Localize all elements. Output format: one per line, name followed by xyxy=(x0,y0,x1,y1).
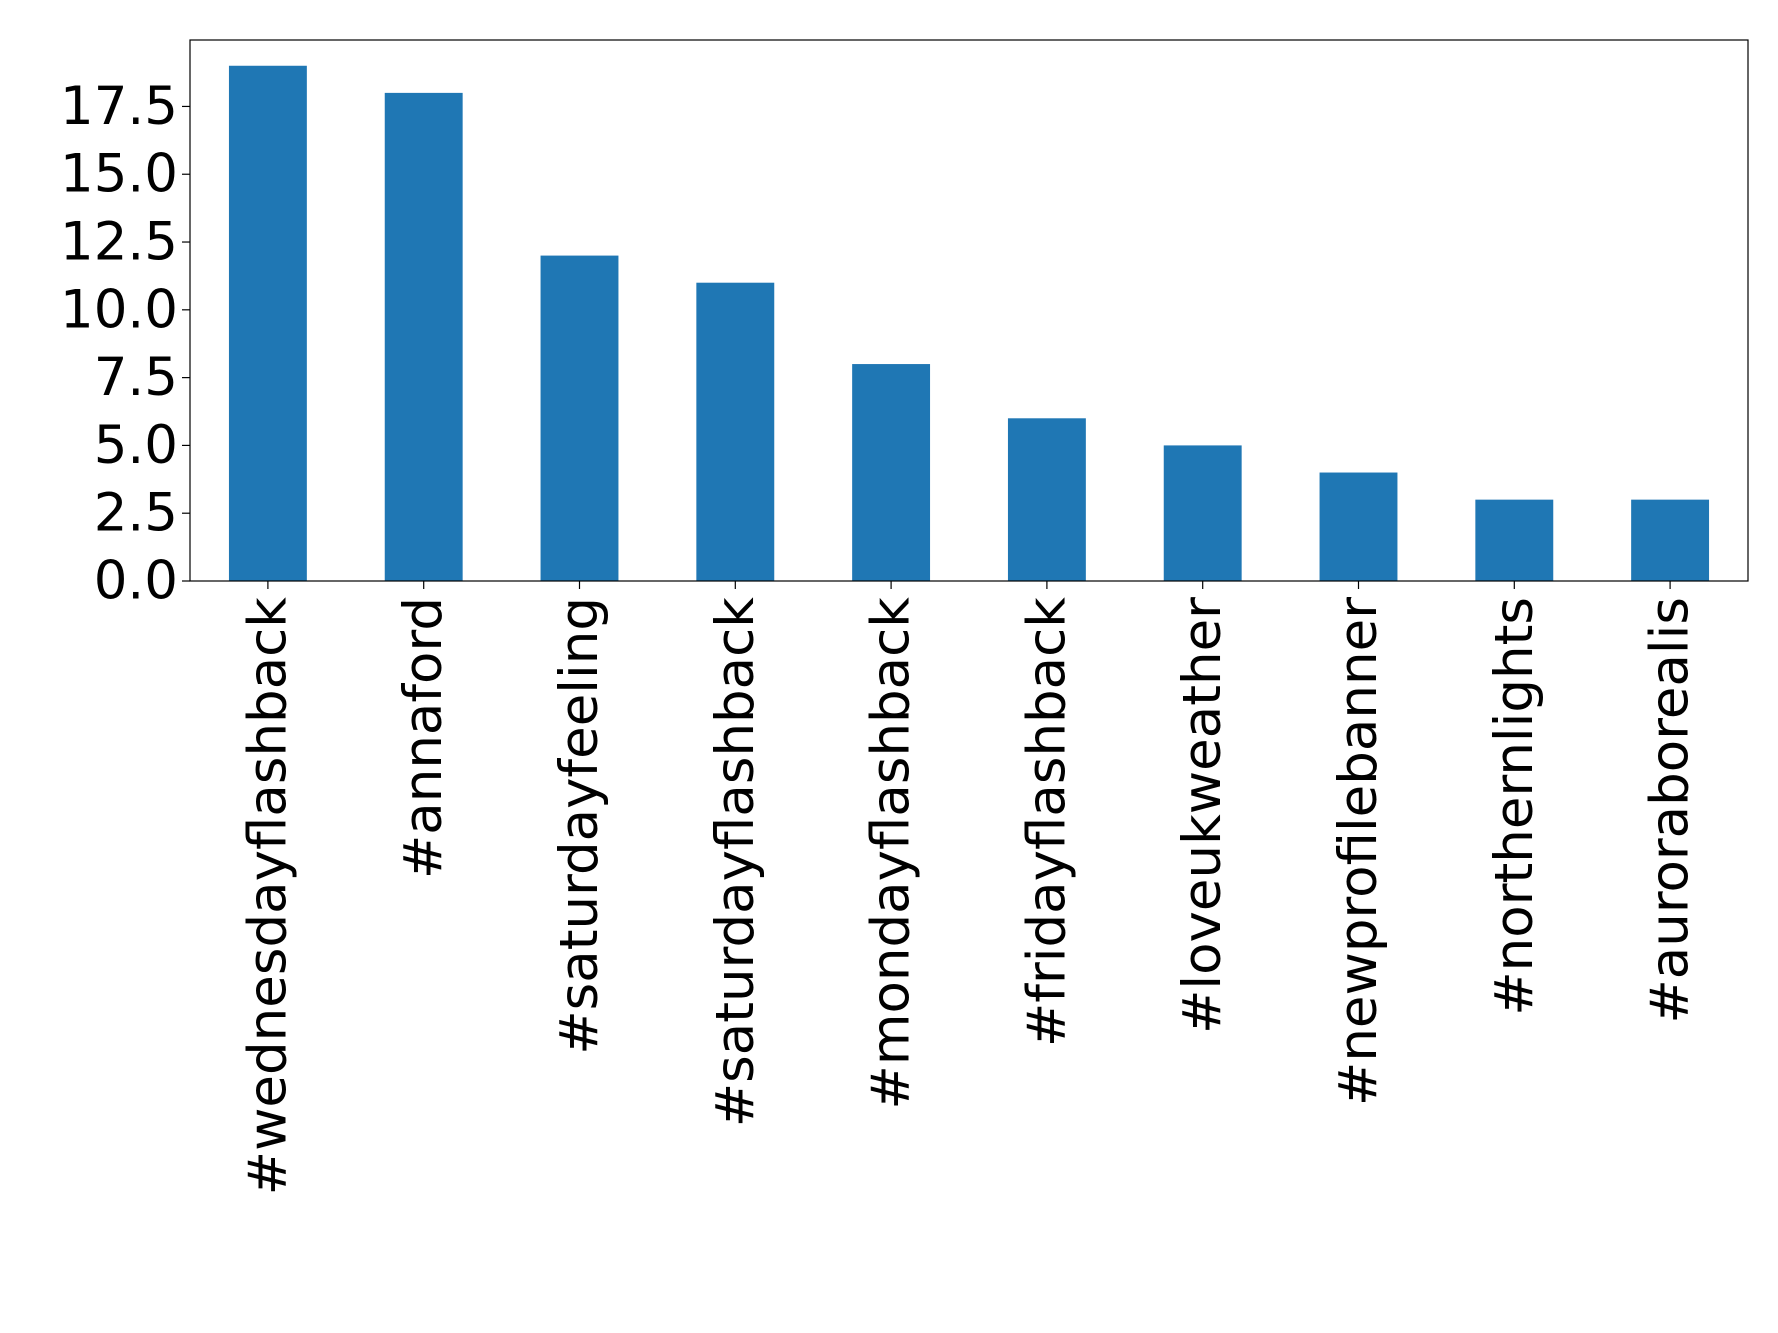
x-tick-label: #loveukweather xyxy=(1172,597,1233,1034)
y-tick-label: 5.0 xyxy=(94,415,178,476)
bar xyxy=(228,65,307,581)
bar xyxy=(540,255,619,581)
y-tick-label: 2.5 xyxy=(94,483,178,544)
bar xyxy=(1319,472,1398,581)
x-tick-label: #mondayflashback xyxy=(861,597,922,1110)
y-tick-label: 12.5 xyxy=(60,212,178,273)
y-tick-label: 15.0 xyxy=(60,144,178,205)
x-tick-label: #annaford xyxy=(393,597,454,879)
bar xyxy=(1163,445,1242,581)
x-tick-label: #saturdayfeeling xyxy=(549,597,610,1055)
x-tick-label: #northernlights xyxy=(1484,597,1545,1016)
bar xyxy=(384,92,463,581)
bar xyxy=(1007,418,1086,581)
x-tick-label: #saturdayflashback xyxy=(705,597,766,1128)
bar xyxy=(696,282,775,581)
x-tick-label: #wednesdayflashback xyxy=(237,597,298,1196)
x-tick-label: #newprofilebanner xyxy=(1328,597,1389,1106)
plot-frame xyxy=(189,39,1749,582)
y-tick-label: 10.0 xyxy=(60,279,178,340)
y-tick-label: 7.5 xyxy=(94,347,178,408)
bar xyxy=(1475,499,1554,581)
bar xyxy=(852,364,931,581)
y-tick-label: 0.0 xyxy=(94,551,178,612)
x-tick-label: #fridayflashback xyxy=(1016,597,1077,1047)
x-tick-label: #auroraborealis xyxy=(1640,597,1701,1024)
bar xyxy=(1631,499,1710,581)
y-tick-label: 17.5 xyxy=(60,76,178,137)
